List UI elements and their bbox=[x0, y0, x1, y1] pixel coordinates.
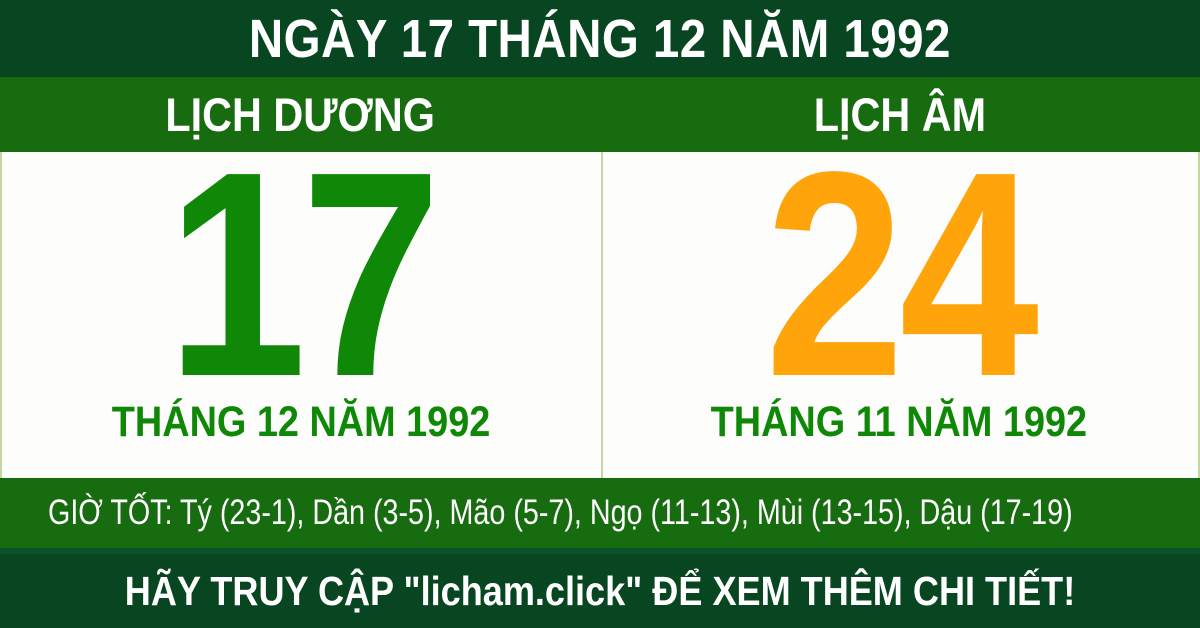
good-hours-text: GIỜ TỐT: Tý (23-1), Dần (3-5), Mão (5-7)… bbox=[48, 493, 1073, 532]
solar-day-number: 17 bbox=[2, 128, 600, 420]
solar-panel: 17 THÁNG 12 NĂM 1992 bbox=[2, 128, 600, 478]
calendar-body: 17 THÁNG 12 NĂM 1992 24 THÁNG 11 NĂM 199… bbox=[0, 128, 1200, 478]
lunar-month-year-label: THÁNG 11 NĂM 1992 bbox=[710, 398, 1088, 446]
lunar-day-value: 24 bbox=[764, 111, 1038, 437]
lunar-panel: 24 THÁNG 11 NĂM 1992 bbox=[600, 128, 1198, 478]
footer-banner: HÃY TRUY CẬP "licham.click" ĐỂ XEM THÊM … bbox=[0, 548, 1200, 628]
solar-column-label: LỊCH DƯƠNG bbox=[165, 88, 435, 141]
calendar-column-titles: LỊCH DƯƠNG LỊCH ÂM bbox=[0, 77, 1200, 152]
footer-text: HÃY TRUY CẬP "licham.click" ĐỂ XEM THÊM … bbox=[124, 567, 1076, 614]
lunar-column-header: LỊCH ÂM bbox=[600, 77, 1200, 152]
column-divider bbox=[601, 152, 603, 478]
solar-month-year-label: THÁNG 12 NĂM 1992 bbox=[111, 398, 491, 446]
lunar-month-year: THÁNG 11 NĂM 1992 bbox=[600, 398, 1198, 447]
header-banner: NGÀY 17 THÁNG 12 NĂM 1992 bbox=[0, 0, 1200, 77]
lunar-day-number: 24 bbox=[600, 128, 1198, 420]
solar-column-header: LỊCH DƯƠNG bbox=[0, 77, 600, 152]
solar-month-year: THÁNG 12 NĂM 1992 bbox=[2, 398, 600, 447]
good-hours-bar: GIỜ TỐT: Tý (23-1), Dần (3-5), Mão (5-7)… bbox=[0, 478, 1200, 548]
solar-day-value: 17 bbox=[166, 111, 440, 437]
lunar-column-label: LỊCH ÂM bbox=[813, 88, 987, 141]
page-title: NGÀY 17 THÁNG 12 NĂM 1992 bbox=[248, 8, 952, 69]
